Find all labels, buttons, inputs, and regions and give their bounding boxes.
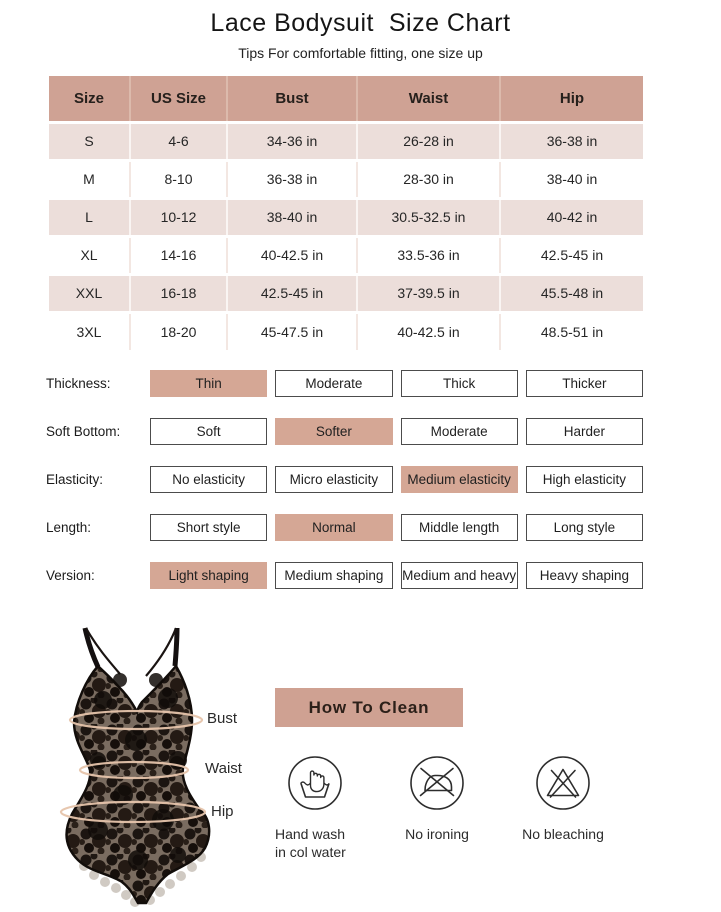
attribute-row-soft-bottom: Soft Bottom: Soft Softer Moderate Harder xyxy=(46,418,643,445)
table-row-l: L 10-12 38-40 in 30.5-32.5 in 40-42 in xyxy=(49,198,643,236)
attribute-option: Harder xyxy=(525,418,643,445)
cell-bust: 40-42.5 in xyxy=(226,236,357,274)
table-row-xl: XL 14-16 40-42.5 in 33.5-36 in 42.5-45 i… xyxy=(49,236,643,274)
care-caption: No bleaching xyxy=(522,826,604,842)
cell-us-size: 8-10 xyxy=(129,160,227,198)
cell-waist: 26-28 in xyxy=(356,122,500,160)
cell-hip: 38-40 in xyxy=(499,160,643,198)
cell-waist: 28-30 in xyxy=(356,160,500,198)
attribute-option: Soft xyxy=(150,418,268,445)
table-header-row: Size US Size Bust Waist Hip xyxy=(49,76,643,122)
table-row-3xl: 3XL 18-20 45-47.5 in 40-42.5 in 48.5-51 … xyxy=(49,312,643,350)
attribute-row-length: Length: Short style Normal Middle length… xyxy=(46,514,643,541)
cell-bust: 38-40 in xyxy=(226,198,357,236)
attribute-option: Softer xyxy=(275,418,393,445)
page-subtitle: Tips For comfortable fitting, one size u… xyxy=(238,45,483,61)
attributes-section: Thickness: Thin Moderate Thick Thicker S… xyxy=(46,370,643,610)
attribute-row-version: Version: Light shaping Medium shaping Me… xyxy=(46,562,643,589)
cell-hip: 45.5-48 in xyxy=(499,274,643,312)
bust-label: Bust xyxy=(207,710,238,727)
cell-bust: 34-36 in xyxy=(226,122,357,160)
care-caption: No ironing xyxy=(405,826,469,842)
page-title: Lace Bodysuit Size Chart xyxy=(210,9,511,37)
bodysuit-image xyxy=(59,627,211,907)
cell-hip: 42.5-45 in xyxy=(499,236,643,274)
cell-hip: 40-42 in xyxy=(499,198,643,236)
bottom-section: Bust Waist Hip How To Clean Hand wash in… xyxy=(0,620,721,912)
column-header-waist: Waist xyxy=(356,76,500,122)
hand-wash-icon xyxy=(286,754,344,812)
cell-bust: 36-38 in xyxy=(226,160,357,198)
attribute-option: Medium shaping xyxy=(275,562,393,589)
attribute-option: Light shaping xyxy=(150,562,268,589)
attribute-option: Medium elasticity xyxy=(400,466,518,493)
table-row-xxl: XXL 16-18 42.5-45 in 37-39.5 in 45.5-48 … xyxy=(49,274,643,312)
cell-us-size: 14-16 xyxy=(129,236,227,274)
cell-size: 3XL xyxy=(49,312,130,350)
cell-size: L xyxy=(49,198,130,236)
column-header-us-size: US Size xyxy=(129,76,227,122)
column-header-size: Size xyxy=(49,76,130,122)
cell-size: S xyxy=(49,122,130,160)
cell-us-size: 16-18 xyxy=(129,274,227,312)
attribute-option: Normal xyxy=(275,514,393,541)
care-item-hand-wash: Hand wash in col water xyxy=(253,754,377,861)
how-to-clean-heading: How To Clean xyxy=(275,688,463,727)
attribute-option: Micro elasticity xyxy=(275,466,393,493)
cell-waist: 33.5-36 in xyxy=(356,236,500,274)
cell-waist: 40-42.5 in xyxy=(356,312,500,350)
cell-us-size: 4-6 xyxy=(129,122,227,160)
cell-bust: 42.5-45 in xyxy=(226,274,357,312)
cell-waist: 30.5-32.5 in xyxy=(356,198,500,236)
attribute-row-elasticity: Elasticity: No elasticity Micro elastici… xyxy=(46,466,643,493)
cell-us-size: 18-20 xyxy=(129,312,227,350)
attribute-option: Moderate xyxy=(400,418,518,445)
attribute-option: Short style xyxy=(150,514,268,541)
attribute-label: Elasticity: xyxy=(46,472,104,487)
attribute-option: No elasticity xyxy=(150,466,268,493)
column-header-hip: Hip xyxy=(499,76,643,122)
measurement-figure: Bust Waist Hip xyxy=(28,620,268,912)
hip-label: Hip xyxy=(211,803,234,820)
care-caption: Hand wash in col water xyxy=(275,826,346,861)
no-bleaching-icon xyxy=(534,754,592,812)
size-chart-table: Size US Size Bust Waist Hip S 4-6 34-36 … xyxy=(49,76,643,350)
cell-hip: 48.5-51 in xyxy=(499,312,643,350)
attribute-option: Heavy shaping xyxy=(525,562,643,589)
attribute-label: Length: xyxy=(46,520,92,535)
attribute-label: Thickness: xyxy=(46,376,111,391)
attribute-label: Version: xyxy=(46,568,95,583)
attribute-option: Moderate xyxy=(275,370,393,397)
column-header-bust: Bust xyxy=(226,76,357,122)
attribute-option: Long style xyxy=(525,514,643,541)
care-item-no-bleaching: No bleaching xyxy=(501,754,625,843)
cell-size: XXL xyxy=(49,274,130,312)
table-row-s: S 4-6 34-36 in 26-28 in 36-38 in xyxy=(49,122,643,160)
cell-us-size: 10-12 xyxy=(129,198,227,236)
attribute-option: Thin xyxy=(150,370,268,397)
attribute-label: Soft Bottom: xyxy=(46,424,121,439)
attribute-option: Thick xyxy=(400,370,518,397)
attribute-option: Middle length xyxy=(400,514,518,541)
attribute-option: Medium and heavy xyxy=(400,562,518,589)
cell-size: M xyxy=(49,160,130,198)
cell-size: XL xyxy=(49,236,130,274)
cell-waist: 37-39.5 in xyxy=(356,274,500,312)
attribute-row-thickness: Thickness: Thin Moderate Thick Thicker xyxy=(46,370,643,397)
cell-hip: 36-38 in xyxy=(499,122,643,160)
no-ironing-icon xyxy=(408,754,466,812)
waist-label: Waist xyxy=(205,760,242,777)
table-row-m: M 8-10 36-38 in 28-30 in 38-40 in xyxy=(49,160,643,198)
attribute-option: Thicker xyxy=(525,370,643,397)
attribute-option: High elasticity xyxy=(525,466,643,493)
care-item-no-ironing: No ironing xyxy=(375,754,499,843)
cell-bust: 45-47.5 in xyxy=(226,312,357,350)
